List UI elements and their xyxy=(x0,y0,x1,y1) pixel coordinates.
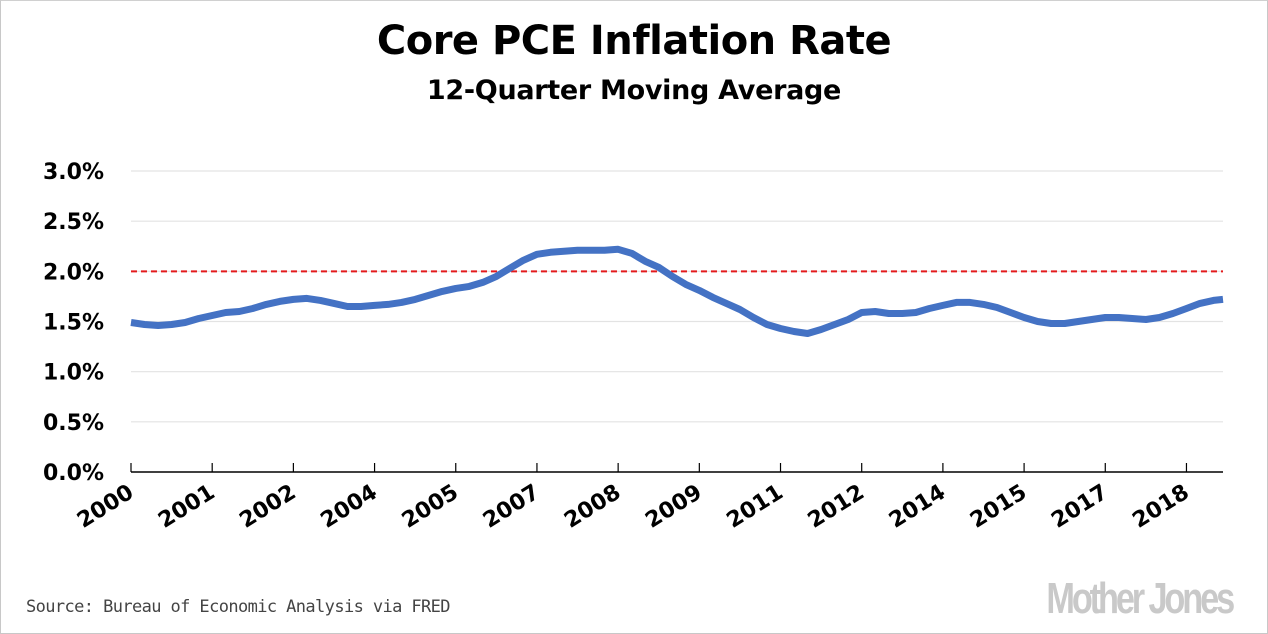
y-tick-label: 0.0% xyxy=(43,461,104,486)
x-tick-label: 2017 xyxy=(1047,480,1112,534)
y-tick-label: 0.5% xyxy=(43,411,104,436)
x-tick-label: 2008 xyxy=(560,480,625,534)
x-tick-label: 2009 xyxy=(641,480,706,534)
x-tick-label: 2011 xyxy=(723,480,788,534)
x-tick-label: 2000 xyxy=(73,480,138,534)
y-tick-label: 1.0% xyxy=(43,361,104,386)
x-tick-label: 2002 xyxy=(235,480,300,534)
y-tick-label: 3.0% xyxy=(43,160,104,185)
y-tick-label: 2.5% xyxy=(43,210,104,235)
x-tick-label: 2007 xyxy=(479,480,544,534)
x-tick-label: 2004 xyxy=(317,480,382,534)
y-axis-labels: 0.0% 0.5% 1.0% 1.5% 2.0% 2.5% 3.0% xyxy=(43,160,104,486)
series-line-core-pce xyxy=(130,245,1224,337)
x-tick-label: 2001 xyxy=(154,480,219,534)
x-axis-labels: 2000 2001 2002 2004 2005 2007 2008 2009 2011 2012… xyxy=(73,480,1194,534)
series-group xyxy=(130,245,1224,337)
chart-title: Core PCE Inflation Rate xyxy=(376,18,892,64)
brand-logo: Mother Jones xyxy=(1046,574,1235,623)
y-tick-label: 2.0% xyxy=(43,260,104,285)
x-tick-label: 2014 xyxy=(885,480,950,534)
x-tick-label: 2005 xyxy=(398,480,463,534)
x-axis xyxy=(130,463,1223,473)
x-tick-label: 2018 xyxy=(1128,480,1193,534)
chart-subtitle: 12-Quarter Moving Average xyxy=(426,75,842,106)
x-tick-label: 2012 xyxy=(804,480,869,534)
y-tick-label: 1.5% xyxy=(43,311,104,336)
source-note: Source: Bureau of Economic Analysis via … xyxy=(26,597,451,617)
x-tick-label: 2015 xyxy=(966,480,1031,534)
